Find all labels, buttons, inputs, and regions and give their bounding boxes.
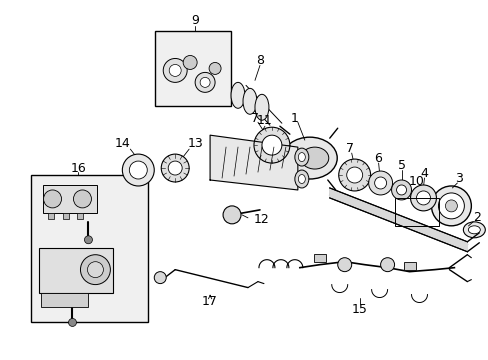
Circle shape	[200, 77, 210, 87]
Text: 3: 3	[454, 171, 462, 185]
Text: 4: 4	[420, 167, 427, 180]
Ellipse shape	[294, 148, 308, 166]
Circle shape	[368, 171, 392, 195]
Circle shape	[154, 272, 166, 284]
Circle shape	[438, 193, 464, 219]
Ellipse shape	[298, 153, 305, 162]
Bar	[41, 293, 88, 306]
Text: 16: 16	[70, 162, 86, 175]
Circle shape	[416, 191, 429, 205]
Ellipse shape	[282, 137, 337, 179]
Text: 6: 6	[373, 152, 381, 165]
Text: 2: 2	[472, 211, 480, 224]
Circle shape	[338, 159, 370, 191]
Text: 5: 5	[397, 158, 405, 172]
Circle shape	[73, 190, 91, 208]
Circle shape	[84, 236, 92, 244]
Bar	[313, 254, 325, 262]
Text: 11: 11	[257, 114, 272, 127]
Ellipse shape	[298, 175, 305, 184]
Circle shape	[81, 255, 110, 285]
Ellipse shape	[463, 222, 484, 238]
Bar	[155, 31, 230, 106]
Text: 17: 17	[202, 295, 218, 308]
Text: 10: 10	[408, 175, 424, 189]
Text: 13: 13	[187, 137, 203, 150]
Text: 9: 9	[191, 14, 199, 27]
Ellipse shape	[468, 226, 479, 234]
Text: 1: 1	[290, 112, 298, 125]
Text: 14: 14	[114, 137, 130, 150]
Bar	[39, 248, 113, 293]
Circle shape	[374, 177, 386, 189]
Text: 12: 12	[254, 213, 269, 226]
Bar	[42, 185, 97, 213]
Text: 15: 15	[351, 303, 367, 316]
Circle shape	[262, 135, 281, 155]
Circle shape	[396, 185, 406, 195]
Text: 8: 8	[255, 54, 264, 67]
Ellipse shape	[243, 88, 256, 114]
Circle shape	[195, 72, 215, 92]
Circle shape	[346, 167, 362, 183]
Circle shape	[209, 62, 221, 75]
Text: 7: 7	[250, 112, 259, 125]
Bar	[394, 198, 439, 226]
Circle shape	[253, 127, 289, 163]
Circle shape	[168, 161, 182, 175]
Bar	[62, 213, 68, 219]
Circle shape	[223, 206, 241, 224]
Circle shape	[183, 55, 197, 69]
Bar	[31, 175, 148, 323]
Bar	[403, 262, 415, 270]
Circle shape	[445, 200, 456, 212]
Circle shape	[410, 185, 436, 211]
Circle shape	[129, 161, 147, 179]
Circle shape	[380, 258, 394, 272]
Circle shape	[391, 180, 411, 200]
Text: 7: 7	[345, 141, 353, 155]
Ellipse shape	[230, 82, 244, 108]
Polygon shape	[329, 188, 467, 252]
Bar	[77, 213, 83, 219]
Circle shape	[163, 58, 187, 82]
Circle shape	[169, 64, 181, 76]
Ellipse shape	[294, 170, 308, 188]
Polygon shape	[210, 135, 297, 190]
Circle shape	[122, 154, 154, 186]
Bar	[47, 213, 53, 219]
Circle shape	[161, 154, 189, 182]
Ellipse shape	[300, 147, 328, 169]
Circle shape	[430, 186, 470, 226]
Ellipse shape	[254, 94, 268, 120]
Circle shape	[68, 319, 76, 327]
Circle shape	[337, 258, 351, 272]
Circle shape	[43, 190, 61, 208]
Circle shape	[87, 262, 103, 278]
